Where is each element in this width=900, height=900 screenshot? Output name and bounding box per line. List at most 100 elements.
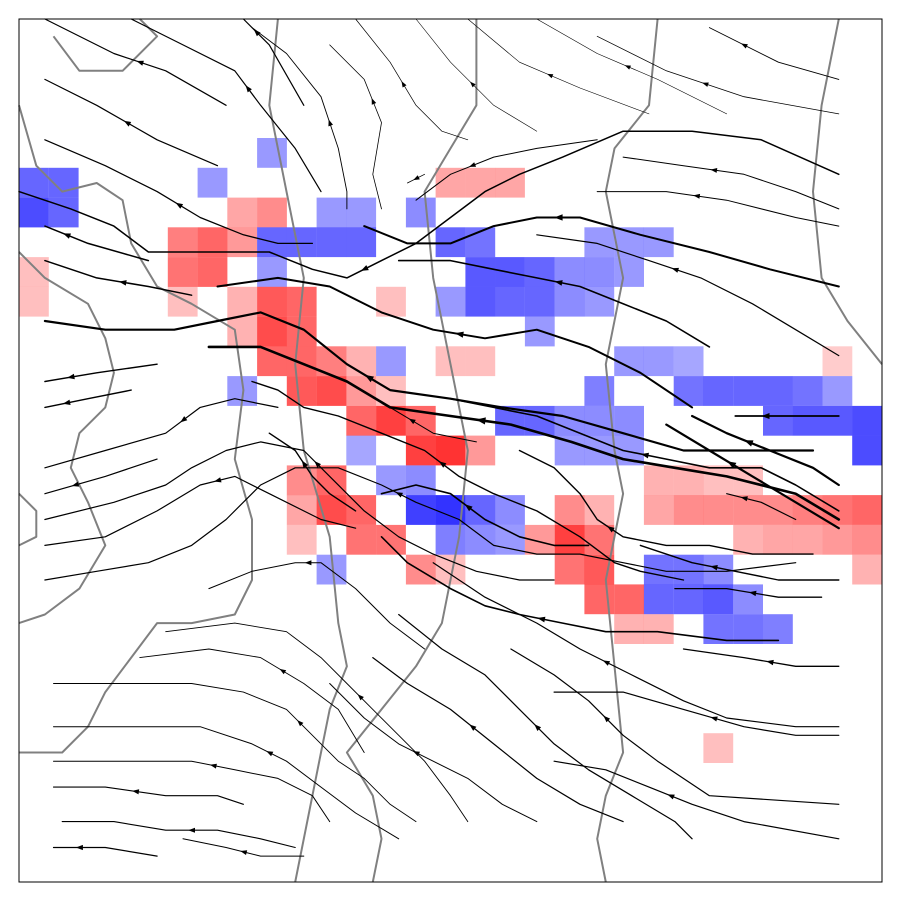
streamline-arrowhead <box>180 416 188 423</box>
streamline <box>726 493 797 521</box>
heatmap-cell <box>643 495 674 525</box>
heatmap-cell <box>286 376 317 406</box>
heatmap-cell <box>584 257 615 287</box>
heatmap-cell <box>286 465 317 496</box>
heatmap-cell <box>346 524 377 555</box>
heatmap-cell <box>822 346 853 377</box>
heatmap-cell <box>614 257 644 287</box>
heatmap-cell <box>852 405 882 436</box>
heatmap-cell <box>822 405 853 436</box>
heatmap-cell <box>733 614 763 644</box>
heatmap-cell <box>435 167 466 198</box>
plot-frame <box>18 18 883 883</box>
heatmap-cell <box>197 167 228 198</box>
heatmap-cell <box>524 286 555 317</box>
heatmap-cell <box>376 524 406 555</box>
heatmap-cell <box>346 227 377 258</box>
streamline <box>251 380 685 581</box>
streamline-arrowhead <box>469 724 477 731</box>
heatmap-cell <box>673 376 704 406</box>
streamline-arrowhead <box>71 481 80 487</box>
streamline <box>432 562 840 728</box>
heatmap-cell <box>316 376 347 406</box>
heatmap-cell <box>465 167 496 198</box>
streamline-arrowhead <box>214 477 222 483</box>
heatmap-cell <box>673 554 704 585</box>
streamline-arrowhead <box>671 267 679 273</box>
streamline <box>665 423 840 530</box>
streamline-arrowhead <box>132 789 140 795</box>
heatmap-cell <box>673 495 704 525</box>
streamline <box>518 449 814 555</box>
streamline-arrowhead <box>364 374 374 383</box>
contour-line <box>18 492 38 547</box>
heatmap-cell <box>554 554 585 585</box>
streamline-arrowhead <box>62 399 71 405</box>
streamline <box>372 656 624 823</box>
streamline <box>207 345 841 521</box>
streamline-arrowhead <box>740 496 748 502</box>
streamline-arrowhead <box>314 461 321 468</box>
heatmap-cell <box>554 495 585 525</box>
heatmap-cell <box>19 197 49 228</box>
streamline-arrowhead <box>118 280 127 286</box>
heatmap-cell <box>554 286 585 317</box>
heatmap-cell <box>465 435 496 466</box>
contour-line <box>52 18 159 72</box>
heatmap-cell <box>763 405 793 436</box>
streamline-arrowhead <box>438 461 447 468</box>
heatmap-cell <box>19 257 49 287</box>
streamline-arrowhead <box>253 29 261 37</box>
heatmap-cell <box>405 554 436 585</box>
heatmap-cell <box>614 614 644 644</box>
streamline-arrowhead <box>67 373 75 380</box>
heatmap-cell <box>346 346 377 377</box>
streamline-arrowhead <box>476 417 486 425</box>
streamline-arrowhead <box>470 81 476 88</box>
heatmap-cell <box>584 286 615 317</box>
streamline-arrowhead <box>408 418 416 425</box>
contour-line <box>18 251 115 625</box>
heatmap-cell <box>524 257 555 287</box>
heatmap-cell <box>584 405 615 436</box>
heatmap-cell <box>167 257 198 287</box>
heatmap-cell <box>286 316 317 347</box>
streamline-arrowhead <box>702 82 709 87</box>
streamline <box>596 191 840 227</box>
heatmap-cell <box>792 524 823 555</box>
streamline-arrowhead <box>741 43 748 49</box>
heatmap-cell <box>19 286 49 317</box>
heatmap-cell <box>257 257 287 287</box>
contour-line <box>18 105 253 754</box>
heatmap-cell <box>227 197 258 228</box>
heatmap-cell <box>733 376 763 406</box>
heatmap-cell <box>495 167 525 198</box>
heatmap-cell <box>346 495 377 525</box>
streamline-arrowhead <box>360 265 369 271</box>
streamline-arrowhead <box>245 85 252 93</box>
heatmap-cell <box>703 376 734 406</box>
streamline <box>329 44 382 210</box>
streamline-arrowhead <box>554 214 563 221</box>
streamline <box>44 389 132 409</box>
heatmap-cell <box>733 584 763 615</box>
streamline <box>708 27 840 80</box>
streamline-arrowhead <box>413 175 420 181</box>
streamline <box>18 130 840 279</box>
streamline-arrowhead <box>749 590 757 597</box>
heatmap-cell <box>435 435 466 466</box>
streamline-arrowhead <box>640 452 649 459</box>
heatmap-cell <box>614 405 644 436</box>
heatmap-cell <box>703 733 734 763</box>
heatmap-cell <box>435 524 466 555</box>
streamline-arrowhead <box>328 119 333 127</box>
heatmap-cell <box>257 286 287 317</box>
streamline <box>622 156 840 210</box>
heatmap-cell <box>673 346 704 377</box>
streamline <box>639 544 840 581</box>
heatmap-cell <box>346 197 377 228</box>
streamline-arrowhead <box>761 413 770 419</box>
heatmap-cell <box>465 257 496 287</box>
streamline <box>52 846 158 857</box>
streamline <box>44 139 314 245</box>
